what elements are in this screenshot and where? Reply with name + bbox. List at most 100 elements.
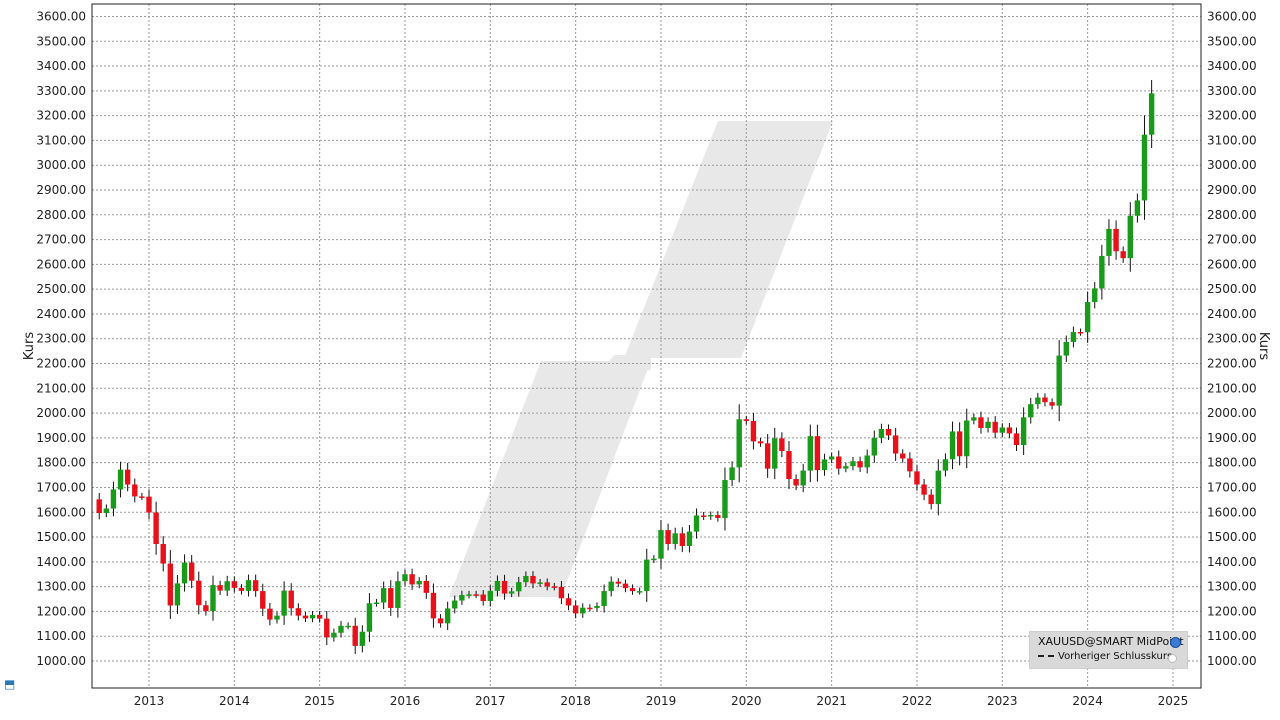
x-tick-label: 2019 [646, 694, 677, 708]
candle-down [430, 592, 437, 619]
candle-up [117, 469, 124, 490]
y-tick-label-right: 1200.00 [1207, 604, 1257, 618]
candle-up [636, 591, 643, 593]
candle-up [345, 625, 351, 628]
candle-down [992, 421, 998, 433]
y-tick-label-left: 1100.00 [36, 629, 86, 643]
y-tick-label-left: 2900.00 [36, 183, 86, 197]
candle-down [139, 496, 145, 498]
y-axis-label-right: Kurs [1256, 332, 1271, 360]
candle-up [878, 428, 885, 438]
candle-down [921, 484, 927, 495]
y-tick-label-right: 1600.00 [1207, 505, 1257, 519]
candle-down [132, 484, 138, 497]
candle-down [700, 515, 707, 517]
candle-down [153, 512, 159, 544]
y-tick-label-left: 2000.00 [36, 406, 86, 420]
candle-up [935, 470, 942, 505]
candle-down [1042, 397, 1048, 403]
candle-down [160, 543, 166, 564]
candle-up [359, 631, 366, 646]
candle-up [693, 515, 700, 532]
candle-up [174, 583, 181, 606]
candle-up [1056, 355, 1062, 406]
candle-down [252, 580, 259, 592]
candle-up [1106, 228, 1112, 256]
candle-up [103, 508, 110, 514]
candle-down [1113, 228, 1119, 252]
candle-up [452, 600, 458, 609]
globe-icon [1170, 637, 1181, 648]
x-tick-label: 2025 [1158, 694, 1189, 708]
candle-down [295, 608, 302, 616]
candle-up [1134, 200, 1141, 216]
y-tick-label-right: 2700.00 [1207, 233, 1257, 247]
legend-prev-close: Vorheriger Schlusskurs [1038, 651, 1172, 662]
y-axis-label-left: Kurs [22, 332, 37, 360]
candle-down [267, 608, 273, 620]
candle-up [274, 615, 280, 620]
y-tick-label-right: 3300.00 [1207, 84, 1257, 98]
candle-down [551, 586, 558, 588]
candle-up [580, 607, 586, 614]
y-tick-label-right: 2400.00 [1207, 307, 1257, 321]
candle-down [96, 499, 102, 514]
x-tick-label: 2017 [475, 694, 506, 708]
toggle-dot-icon[interactable] [1168, 654, 1177, 663]
y-tick-label-left: 2200.00 [36, 357, 86, 371]
y-tick-label-right: 1700.00 [1207, 480, 1257, 494]
y-tick-label-right: 2300.00 [1207, 332, 1257, 346]
candle-down [750, 421, 757, 442]
y-tick-label-left: 1500.00 [36, 530, 86, 544]
chart-settings-icon[interactable]: ⬒ [4, 677, 16, 691]
candle-up [494, 580, 501, 591]
candle-down [885, 428, 892, 436]
candle-down [217, 585, 223, 591]
y-tick-label-left: 1300.00 [36, 580, 86, 594]
dashed-line-icon [1038, 655, 1054, 657]
y-tick-label-left: 2300.00 [36, 332, 86, 346]
y-tick-label-left: 3600.00 [36, 9, 86, 23]
candle-down [743, 419, 750, 422]
y-tick-label-right: 1300.00 [1207, 580, 1257, 594]
candle-up [821, 459, 828, 471]
candle-down [409, 574, 415, 585]
y-tick-label-right: 1400.00 [1207, 555, 1257, 569]
candle-up [601, 591, 607, 606]
legend-series-label: XAUUSD@SMART MidPoint [1038, 635, 1184, 648]
y-tick-label-right: 2600.00 [1207, 257, 1257, 271]
candle-down [956, 431, 963, 457]
candle-up [999, 427, 1005, 433]
y-tick-label-left: 2600.00 [36, 257, 86, 271]
candle-up [110, 489, 117, 509]
candle-up [1148, 93, 1155, 135]
candle-down [793, 479, 799, 486]
candle-up [523, 575, 529, 583]
candle-up [1035, 397, 1041, 405]
legend[interactable]: XAUUSD@SMART MidPoint Vorheriger Schluss… [1029, 631, 1188, 669]
candle-up [672, 533, 678, 544]
candle-up [864, 455, 870, 468]
candle-up [1028, 404, 1034, 418]
x-tick-label: 2013 [134, 694, 165, 708]
candle-down [388, 588, 394, 608]
candle-down [352, 625, 358, 646]
candle-up [772, 438, 778, 469]
candle-down [544, 582, 550, 587]
y-tick-label-right: 3600.00 [1207, 9, 1257, 23]
candle-up [416, 580, 422, 585]
candle-up [850, 461, 856, 467]
y-tick-label-left: 2400.00 [36, 307, 86, 321]
y-tick-label-left: 1700.00 [36, 480, 86, 494]
candle-up [1084, 302, 1091, 333]
candle-down [124, 469, 131, 485]
candle-down [892, 435, 899, 454]
candle-up [1141, 134, 1148, 201]
y-tick-label-right: 3200.00 [1207, 109, 1257, 123]
candle-down [473, 594, 479, 596]
candle-down [167, 563, 174, 606]
candle-down [900, 453, 906, 459]
y-tick-label-right: 1000.00 [1207, 654, 1257, 668]
candle-down [978, 417, 984, 428]
